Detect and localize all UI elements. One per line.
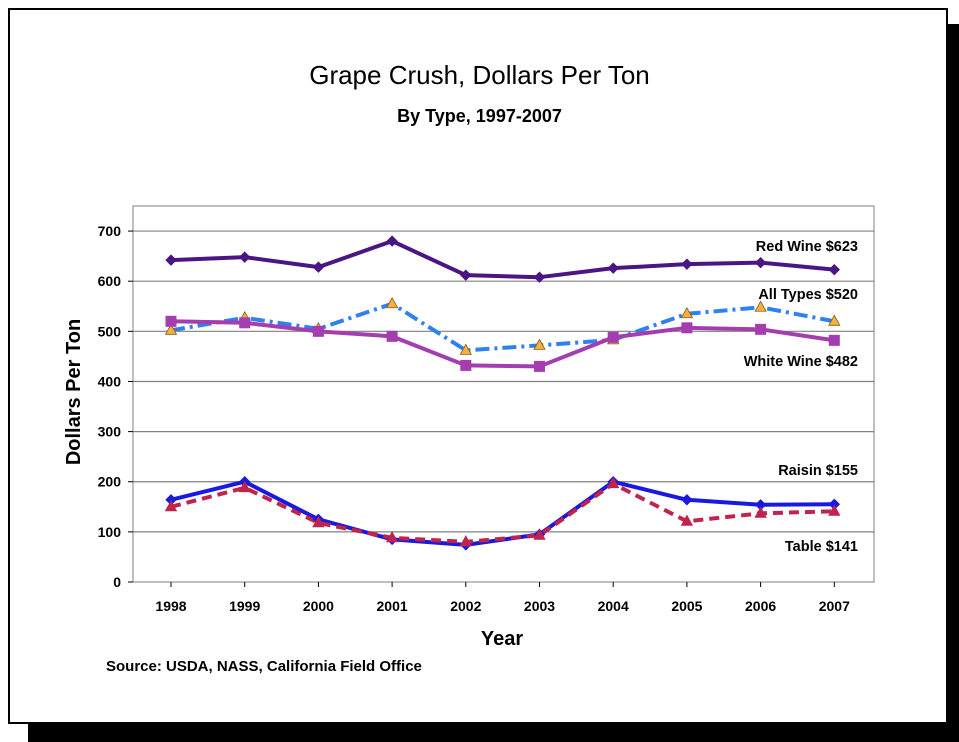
data-point-all-types [754, 300, 767, 312]
chart-subtitle: By Type, 1997-2007 [397, 106, 562, 126]
data-point-red-wine [165, 254, 177, 266]
data-point-red-wine [238, 251, 251, 263]
data-point-red-wine [460, 269, 472, 281]
data-point-all-types [828, 314, 841, 326]
data-point-white-wine [534, 360, 545, 372]
x-tick-label: 2001 [377, 598, 408, 614]
data-point-white-wine [460, 359, 472, 371]
chart-title: Grape Crush, Dollars Per Ton [309, 60, 650, 90]
data-point-white-wine [239, 317, 251, 329]
data-point-table [828, 504, 841, 516]
x-tick-label: 1999 [229, 598, 260, 614]
x-axis-ticks: 1998 1999 2000 2001 2002 2003 2004 2005 2006 2007 [155, 582, 850, 614]
y-axis-ticks: 0 100 200 300 400 500 600 700 [98, 223, 133, 590]
y-tick-label: 0 [113, 574, 121, 590]
data-point-raisin [681, 494, 693, 506]
x-tick-label: 2006 [745, 598, 776, 614]
data-point-red-wine [681, 258, 693, 270]
data-point-table [385, 531, 399, 543]
data-point-white-wine [607, 331, 619, 343]
data-point-table [607, 476, 620, 489]
data-point-all-types [533, 338, 546, 350]
x-tick-label: 2003 [524, 598, 555, 614]
y-tick-label: 100 [98, 524, 122, 540]
data-point-table [312, 516, 325, 528]
data-point-table [164, 499, 178, 512]
x-tick-label: 2002 [450, 598, 481, 614]
data-point-red-wine [607, 262, 619, 274]
series-label-white-wine: White Wine $482 [744, 354, 858, 370]
series-labels: Red Wine $623 All Types $520 White Wine $4… [744, 239, 858, 555]
data-point-white-wine [312, 325, 324, 337]
y-tick-label: 500 [98, 323, 122, 339]
source-note: Source: USDA, NASS, California Field Off… [106, 658, 422, 675]
data-point-white-wine [681, 322, 693, 334]
series-lines [170, 239, 835, 547]
x-tick-label: 2005 [671, 598, 702, 614]
data-point-table [459, 535, 472, 547]
series-line-table [170, 481, 835, 544]
data-point-table [533, 528, 546, 540]
series-label-table: Table $141 [785, 539, 858, 555]
y-tick-label: 400 [98, 373, 122, 389]
data-point-red-wine [386, 235, 398, 247]
x-tick-label: 2000 [303, 598, 334, 614]
x-tick-label: 2004 [598, 598, 629, 614]
series-label-raisin: Raisin $155 [778, 463, 858, 479]
series-line-white-wine [170, 319, 835, 369]
data-point-table [238, 480, 251, 493]
data-point-red-wine [828, 263, 841, 276]
y-tick-label: 700 [98, 223, 122, 239]
y-tick-label: 300 [98, 424, 122, 440]
plot-area [132, 205, 875, 583]
series-line-all-types [170, 301, 835, 353]
data-point-all-types [459, 343, 472, 355]
x-tick-label: 2007 [819, 598, 850, 614]
y-tick-label: 600 [98, 273, 122, 289]
x-tick-label: 1998 [155, 598, 186, 614]
data-point-red-wine [312, 261, 325, 273]
gridlines [133, 230, 874, 533]
data-point-white-wine [828, 334, 840, 346]
x-axis-label: Year [481, 628, 523, 650]
data-point-table [754, 506, 767, 518]
series-label-all-types: All Types $520 [758, 287, 858, 303]
data-point-all-types [680, 306, 694, 319]
series-label-red-wine: Red Wine $623 [756, 239, 858, 255]
y-axis-label: Dollars Per Ton [63, 319, 85, 465]
data-point-red-wine [533, 271, 546, 283]
data-point-white-wine [165, 315, 177, 327]
y-tick-label: 200 [98, 474, 122, 490]
series-line-red-wine [170, 239, 835, 280]
series-markers [164, 235, 841, 551]
data-point-all-types [385, 296, 399, 309]
data-point-red-wine [754, 256, 767, 269]
data-point-all-types [164, 323, 178, 335]
data-point-white-wine [386, 330, 398, 342]
data-point-white-wine [755, 323, 767, 335]
data-point-table [680, 514, 694, 526]
